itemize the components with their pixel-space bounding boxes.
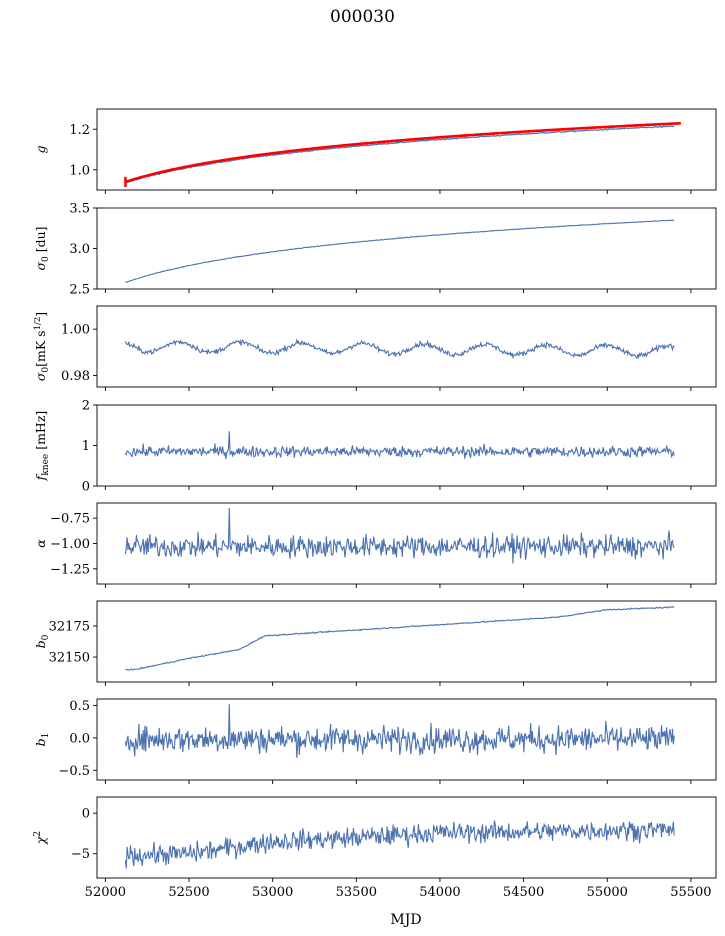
series-group-sigma0 (125, 219, 675, 284)
axes-frame-sigma0_mk (96, 305, 717, 388)
series-line-b0 (125, 605, 675, 671)
panel-sigma0: 2.5 3.0 3.5 σ0 [du] (33, 202, 717, 298)
y-axis-label-chi2: χ2 (33, 831, 48, 845)
series-line-b1 (124, 704, 675, 758)
x-tick-label: 55000 (587, 885, 628, 900)
y-tick-label-sigma0_mk: 1.00 (61, 323, 90, 338)
series-line-sigma0_mk (124, 338, 675, 360)
x-axis-label: MJD (390, 912, 421, 928)
axes-frame-b0 (96, 600, 717, 683)
y-tick-label-b1: −0.5 (58, 764, 90, 779)
y-tick-label-fknee: 0 (82, 480, 90, 495)
x-tick-label: 52000 (85, 885, 126, 900)
series-line-g-raw (125, 125, 675, 184)
y-tick-label-b1: 0.0 (69, 731, 90, 746)
x-tick-label: 52500 (168, 885, 209, 900)
panel-alpha: −0.75 −1.00 −1.25 α (33, 502, 717, 588)
y-tick-label-sigma0: 3.5 (69, 202, 90, 217)
series-group-fknee (124, 431, 675, 460)
axes-frame-chi2 (96, 796, 717, 879)
axes-frame-g (96, 108, 717, 191)
panels-group: 1.0 1.2 g 2.5 3.0 3.5 σ0 [du] 0.98 1.00 σ0[mK s1/… (33, 108, 717, 900)
y-tick-label-sigma0_mk: 0.98 (61, 369, 90, 384)
x-tick-label: 53000 (252, 885, 293, 900)
x-tick-label: 55500 (670, 885, 711, 900)
y-tick-label-b0: 32150 (49, 651, 90, 666)
y-tick-label-alpha: −1.25 (50, 562, 90, 577)
y-tick-label-sigma0: 2.5 (69, 283, 90, 298)
panel-b1: 0.5 0.0 −0.5 b1 (33, 698, 717, 784)
panel-sigma0_mk: 0.98 1.00 σ0[mK s1/2] (33, 305, 717, 391)
y-tick-label-fknee: 2 (82, 399, 90, 414)
y-axis-label-fknee: fknee [mHz] (33, 411, 51, 482)
y-tick-label-chi2: 0 (82, 807, 90, 822)
series-line-chi2 (124, 820, 675, 869)
y-tick-label-alpha: −0.75 (50, 512, 90, 527)
figure-title: 000030 (330, 7, 395, 27)
series-group-g (124, 121, 681, 187)
series-group-b1 (124, 704, 675, 758)
y-tick-label-sigma0: 3.0 (69, 242, 90, 257)
x-tick-label: 53500 (336, 885, 377, 900)
panel-chi2: 52000 52500 53000 53500 54000 54500 55000 55500… (33, 796, 717, 900)
series-group-alpha (124, 508, 675, 564)
series-line-sigma0 (125, 219, 675, 284)
panel-g: 1.0 1.2 g (33, 108, 717, 194)
y-tick-label-g: 1.2 (69, 123, 90, 138)
series-line-alpha (124, 508, 675, 564)
y-axis-label-b1: b1 (33, 733, 51, 747)
series-line-fknee (124, 431, 675, 460)
y-axis-label-alpha: α (33, 539, 48, 548)
y-axis-label-sigma0: σ0 [du] (33, 226, 51, 270)
axes-frame-fknee (96, 404, 717, 487)
y-tick-label-g: 1.0 (69, 163, 90, 178)
series-group-b0 (125, 605, 675, 671)
y-tick-label-fknee: 1 (82, 439, 90, 454)
y-tick-label-alpha: −1.00 (50, 537, 90, 552)
x-tick-label: 54000 (419, 885, 460, 900)
y-axis-label-sigma0_mk: σ0[mK s1/2] (33, 312, 51, 381)
series-group-chi2 (124, 820, 675, 869)
series-group-sigma0_mk (124, 338, 675, 360)
y-axis-label-b0: b0 (33, 634, 51, 648)
y-tick-label-b0: 32175 (49, 619, 90, 634)
y-tick-label-b1: 0.5 (69, 699, 90, 714)
y-axis-label-g: g (33, 145, 48, 153)
panel-fknee: 0 1 2 fknee [mHz] (33, 399, 717, 495)
series-line-g-model (125, 121, 681, 184)
x-tick-label: 54500 (503, 885, 544, 900)
axes-frame-b1 (96, 698, 717, 781)
axes-frame-sigma0 (96, 207, 717, 290)
y-tick-label-chi2: −5 (71, 847, 90, 862)
